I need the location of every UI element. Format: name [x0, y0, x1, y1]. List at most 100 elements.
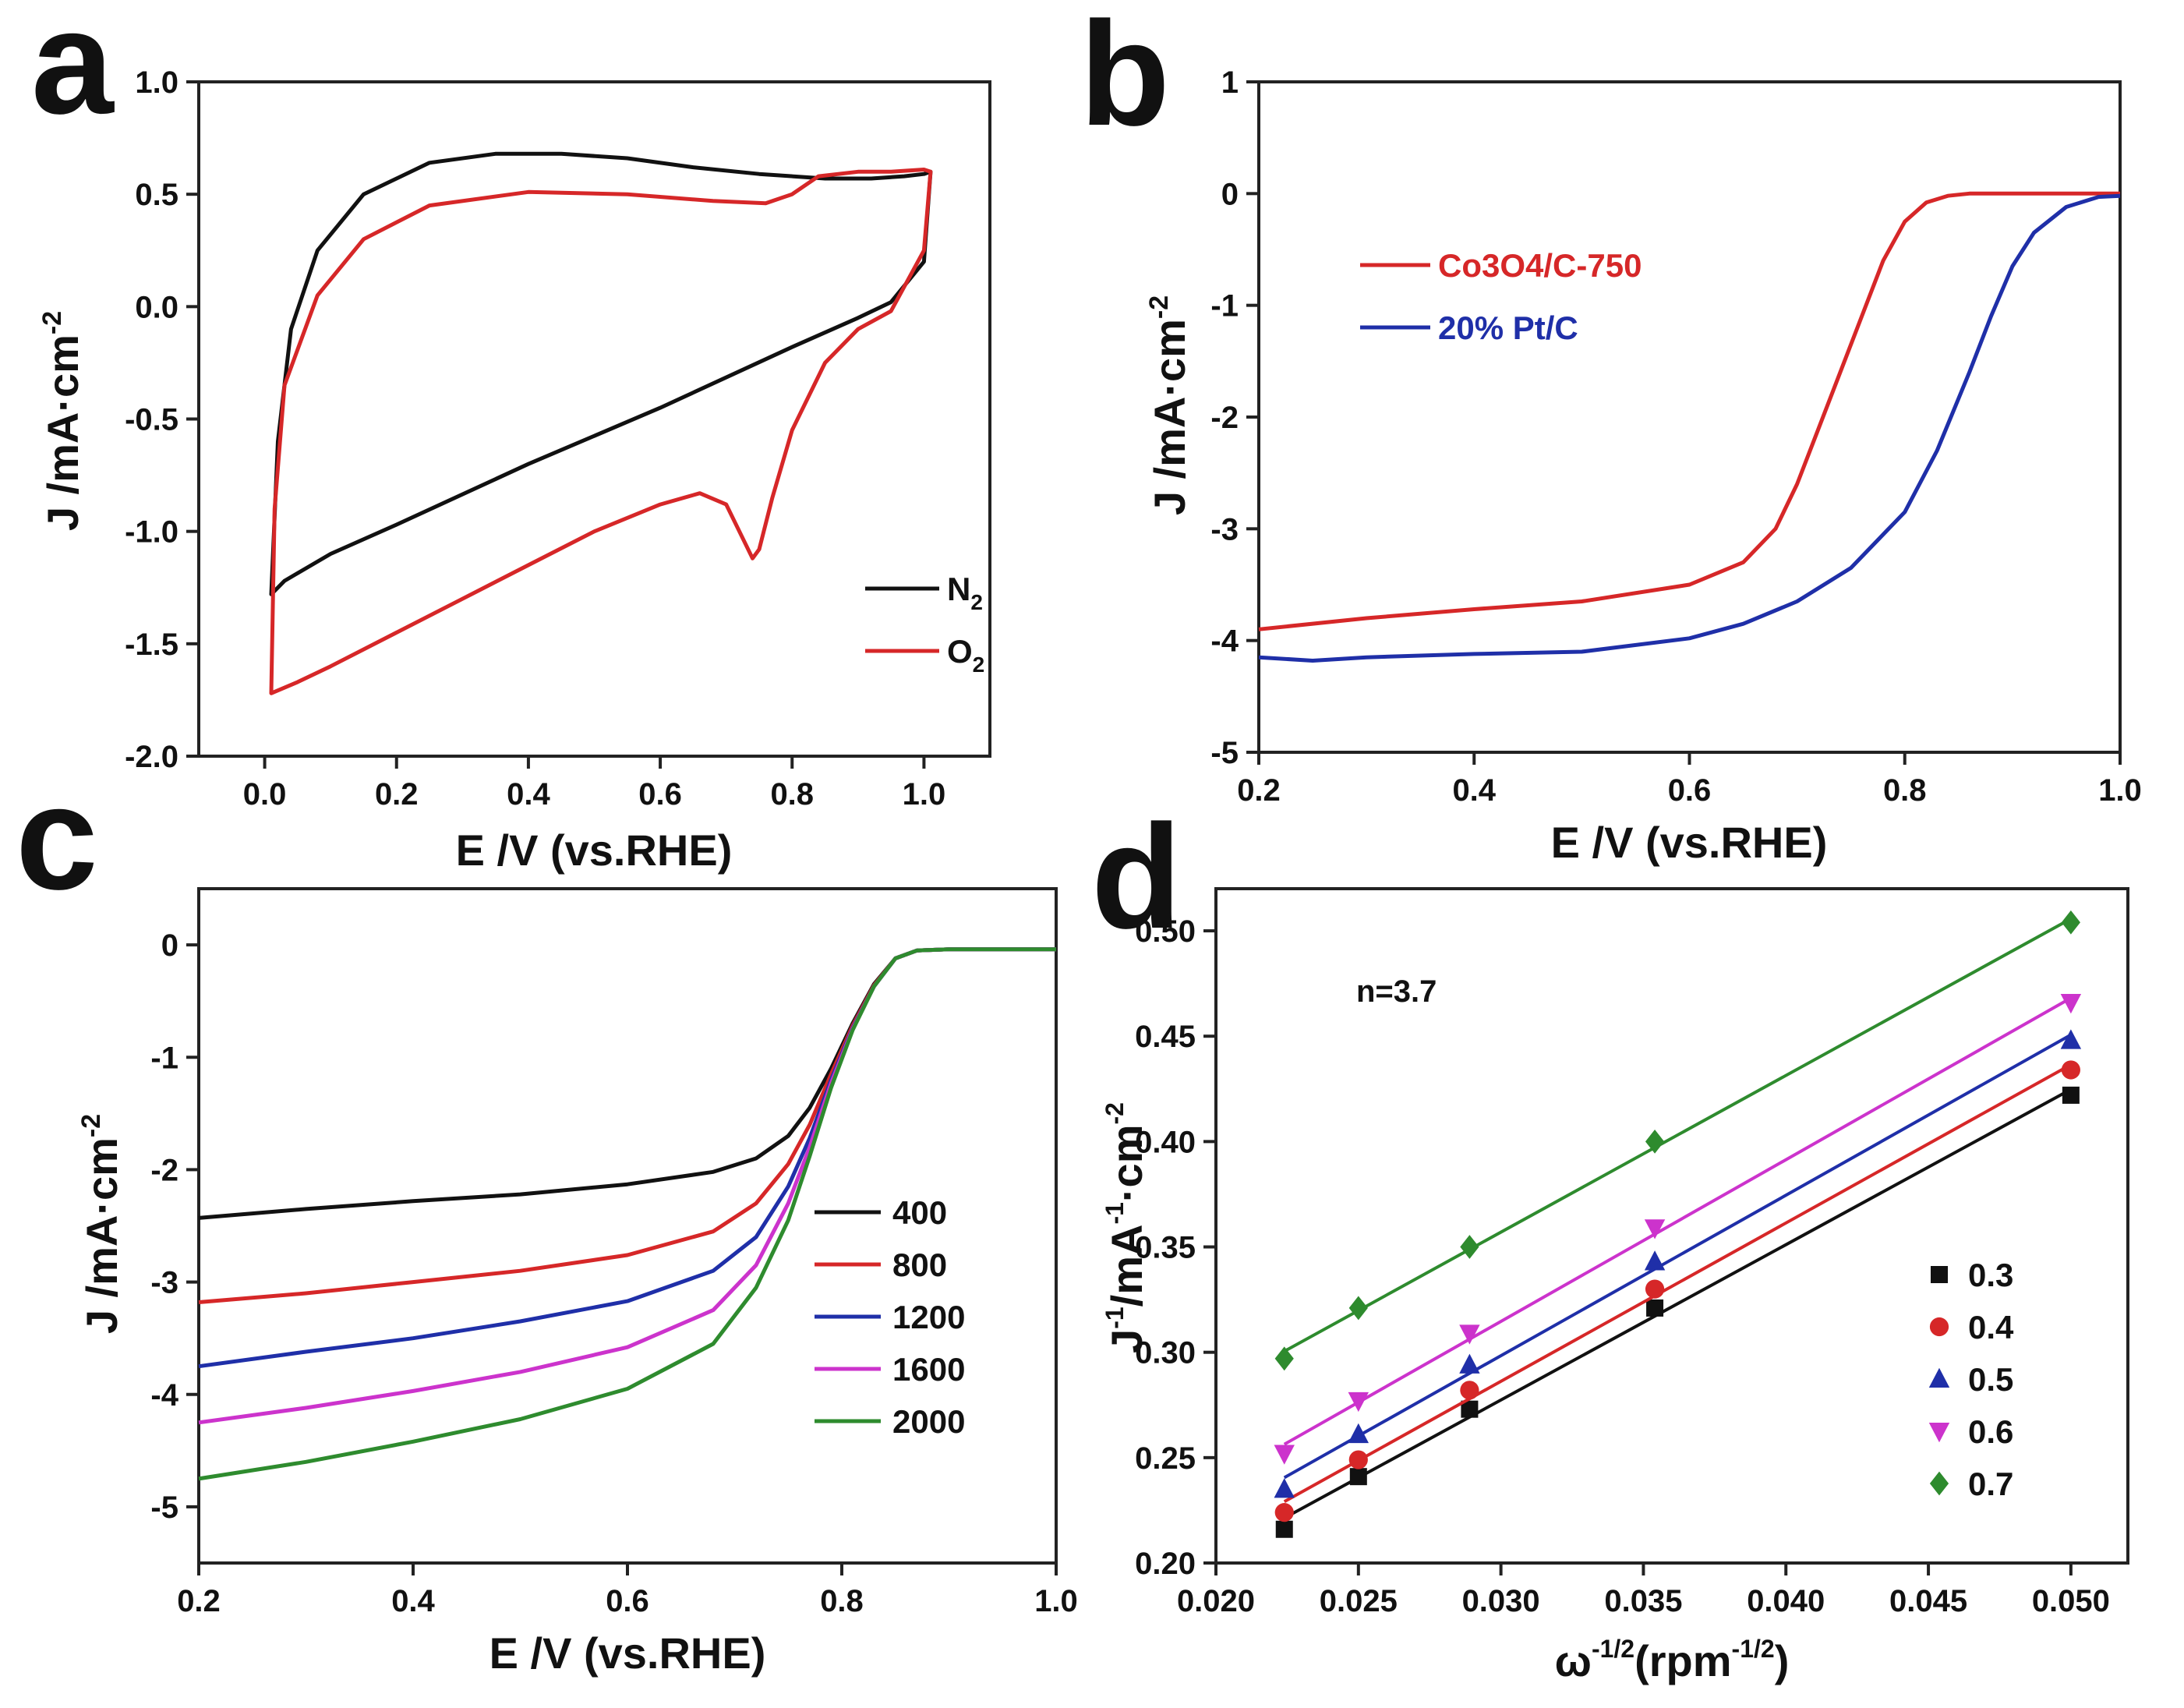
- panel-d-x-axis-title: ω-1/2(rpm-1/2): [1555, 1635, 1790, 1685]
- panel-d-legend-label: 0.6: [1968, 1413, 2013, 1450]
- panel-a-legend-n2-sub: 2: [970, 590, 983, 614]
- panel-c-y-tick-label: 0: [161, 928, 178, 963]
- panel-b-y-tick-label: -4: [1210, 624, 1239, 659]
- panel-d-x-tick-label: 0.020: [1177, 1584, 1255, 1618]
- panel-d-point-0.4: [2061, 1060, 2080, 1080]
- panel-b-x-tick-label: 0.2: [1237, 773, 1281, 808]
- panel-d-y-title-sup2: -1: [1101, 1202, 1129, 1224]
- panel-c-legend: 400 800 1200 1600 2000: [815, 1194, 965, 1440]
- panel-d-point-0.5: [1644, 1250, 1666, 1271]
- panel-c-y-tick-label: -1: [150, 1041, 178, 1075]
- panel-d-point-0.4: [1348, 1450, 1368, 1469]
- panel-d-x-tick-label: 0.025: [1320, 1584, 1398, 1618]
- panel-d-letter: d: [1091, 794, 1182, 960]
- panel-d-legend-label: 0.5: [1968, 1361, 2013, 1398]
- panel-d-y-tick-label: 0.25: [1135, 1441, 1196, 1476]
- panel-b-y-tick-label: -1: [1210, 289, 1239, 324]
- panel-a-legend-n2-name: N: [947, 571, 970, 607]
- panel-a-y-axis-title-text: J /mA·cm: [38, 334, 87, 531]
- panel-d-point-0.6: [1459, 1324, 1480, 1345]
- panel-a: a 0.0 0.2 0.4 0.6 0.8 1.0 -2.0 -1.5 -1.0 -0.5 0.0…: [31, 0, 991, 875]
- panel-b-y-tick-label: -2: [1210, 401, 1239, 435]
- panel-d-point-0.5: [1459, 1353, 1480, 1374]
- panel-d-legend-label: 0.4: [1968, 1309, 2014, 1346]
- panel-b-legend-label-ptc: 20% Pt/C: [1438, 309, 1578, 346]
- panel-d-point-0.6: [1274, 1445, 1295, 1465]
- panel-c-y-tick-label: -3: [150, 1266, 178, 1300]
- panel-a-y-tick-label: -1.0: [125, 515, 178, 550]
- panel-d-legend: 0.3 0.4 0.5 0.6 0.7: [1928, 1257, 2014, 1502]
- panel-b-y-tick-label: 0: [1221, 177, 1239, 211]
- panel-d-point-0.3: [1461, 1400, 1479, 1418]
- panel-a-x-tick-label: 0.2: [375, 777, 419, 812]
- panel-d-y-title-j: J: [1102, 1329, 1151, 1353]
- panel-d-point-0.6: [2060, 993, 2082, 1014]
- panel-b-y-axis-title: J /mA·cm-2: [1144, 295, 1194, 515]
- panel-c-legend-label: 2000: [892, 1403, 965, 1440]
- panel-c-legend-label: 1600: [892, 1351, 965, 1388]
- panel-d-point-0.7: [1645, 1129, 1665, 1154]
- panel-d-y-title-mid: /mA: [1102, 1225, 1151, 1307]
- panel-d-legend-marker-0.7: [1929, 1471, 1949, 1496]
- panel-d-y-axis: 0.20 0.25 0.30 0.35 0.40 0.45 0.50: [1135, 914, 1216, 1581]
- panel-d-point-0.6: [1348, 1392, 1369, 1413]
- panel-d-point-0.5: [1274, 1478, 1295, 1498]
- panel-a-plot-frame: [197, 80, 991, 758]
- panel-d-point-0.7: [2061, 910, 2080, 935]
- panel-a-letter: a: [31, 0, 115, 145]
- panel-b-y-tick-label: -5: [1210, 736, 1239, 770]
- panel-d-annotation: n=3.7: [1356, 974, 1437, 1009]
- panel-a-y-axis-title: J /mA·cm-2: [37, 311, 87, 531]
- panel-a-legend-o2-name: O: [947, 633, 973, 670]
- panel-d-y-tick-label: 0.45: [1135, 1020, 1196, 1054]
- panel-d-legend-label: 0.3: [1968, 1257, 2013, 1293]
- panel-b-series-line-co3o4c750: [1258, 191, 2120, 631]
- panel-d-point-0.3: [1349, 1468, 1367, 1486]
- panel-d-x-tick-label: 0.035: [1604, 1584, 1682, 1618]
- panel-b-series: [1258, 191, 2121, 663]
- panel-a-y-tick-label: 0.0: [135, 290, 178, 324]
- panel-d-point-0.4: [1274, 1503, 1294, 1522]
- panel-d-y-axis-title: J-1/mA-1·cm-2: [1101, 1102, 1151, 1353]
- panel-c-y-axis-title: J /mA·cm-2: [76, 1114, 126, 1334]
- panel-c-legend-label: 800: [892, 1247, 947, 1283]
- panel-b-letter: b: [1080, 0, 1170, 157]
- panel-d-x-tick-label: 0.045: [1889, 1584, 1967, 1618]
- panel-d-y-title-sup3: -2: [1101, 1102, 1129, 1124]
- panel-a-x-axis: 0.0 0.2 0.4 0.6 0.8 1.0: [243, 756, 945, 812]
- panel-a-x-tick-label: 1.0: [903, 777, 946, 812]
- panel-d-legend-marker-0.3: [1931, 1266, 1948, 1283]
- panel-a-x-axis-title: E /V (vs.RHE): [456, 826, 733, 875]
- panel-c-x-tick-label: 0.8: [820, 1584, 864, 1618]
- panel-d-fit-line-0.6: [1283, 996, 2072, 1446]
- panel-d-point-0.3: [1275, 1520, 1293, 1538]
- panel-c-y-tick-label: -5: [150, 1491, 178, 1525]
- panel-d-x-axis: 0.020 0.025 0.030 0.035 0.040 0.045 0.050: [1177, 1563, 2110, 1618]
- panel-d-point-0.6: [1644, 1219, 1666, 1239]
- panel-d: d 0.020 0.025 0.030 0.035 0.040 0.045 0.050 0.…: [1091, 794, 2129, 1685]
- panel-c-y-axis: -5 -4 -3 -2 -1 0: [150, 928, 199, 1525]
- panel-a-y-tick-label: -2.0: [125, 740, 178, 774]
- panel-a-y-axis: -2.0 -1.5 -1.0 -0.5 0.0 0.5 1.0: [125, 65, 199, 774]
- panel-a-x-tick-label: 0.8: [770, 777, 814, 812]
- panel-d-point-0.5: [1348, 1423, 1369, 1444]
- panel-b-x-tick-label: 0.8: [1883, 773, 1927, 808]
- panel-d-x-tick-label: 0.040: [1747, 1584, 1825, 1618]
- panel-c-x-tick-label: 0.6: [606, 1584, 649, 1618]
- panel-b-x-tick-label: 0.4: [1452, 773, 1496, 808]
- panel-d-x-tick-label: 0.030: [1462, 1584, 1540, 1618]
- panel-d-series: [1274, 910, 2082, 1538]
- panel-c-y-axis-title-text: J /mA·cm: [77, 1137, 126, 1334]
- panel-d-plot-frame: [1214, 887, 2129, 1565]
- panel-d-point-0.4: [1645, 1279, 1665, 1299]
- panel-a-x-tick-label: 0.6: [638, 777, 682, 812]
- panel-d-y-tick-label: 0.30: [1135, 1336, 1196, 1370]
- panel-c-legend-label: 400: [892, 1194, 947, 1231]
- panel-b-y-axis-title-text: J /mA·cm: [1145, 319, 1194, 515]
- panel-a-y-tick-label: 0.5: [135, 178, 178, 212]
- panel-b-x-tick-label: 0.6: [1668, 773, 1712, 808]
- panel-a-y-axis-title-sup: -2: [37, 311, 67, 334]
- panel-b-y-axis-title-sup: -2: [1144, 295, 1174, 319]
- panel-d-point-0.5: [2060, 1029, 2082, 1049]
